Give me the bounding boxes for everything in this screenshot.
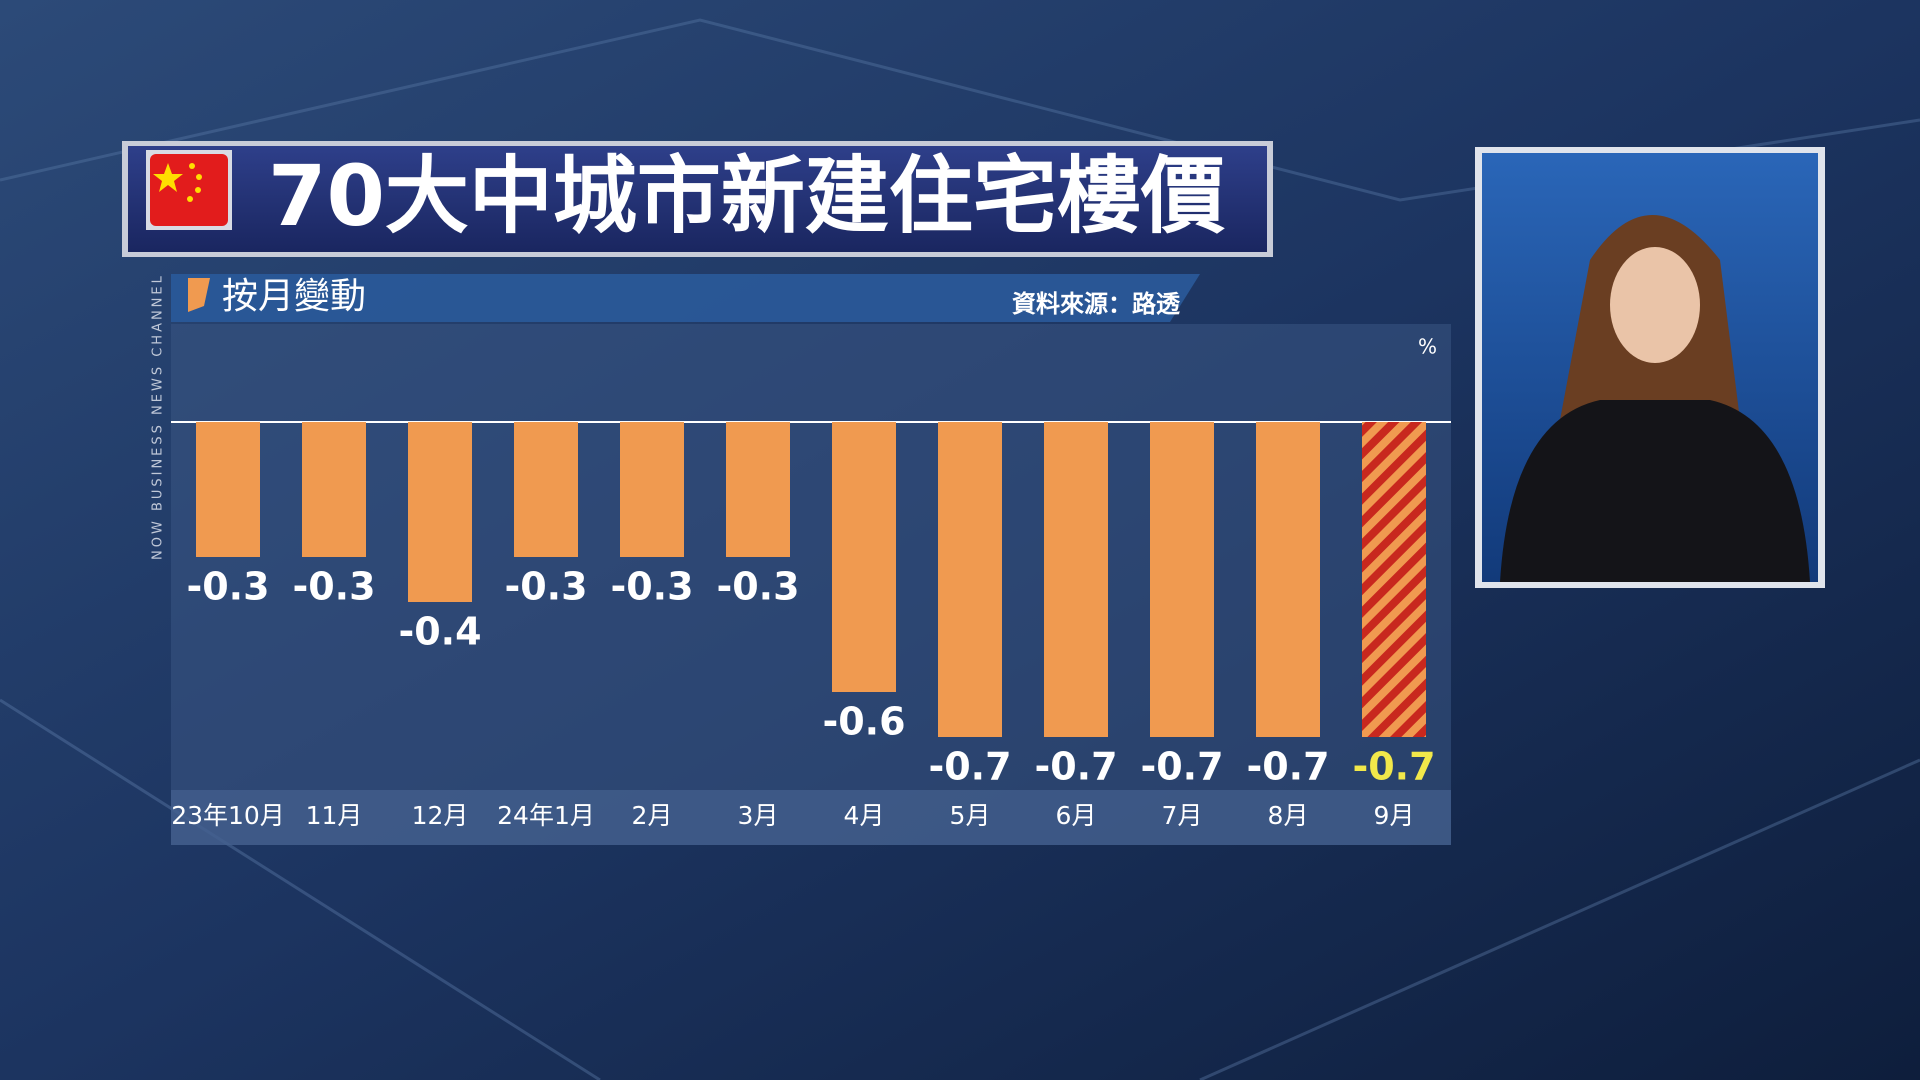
x-tick-label: 7月 [1162, 801, 1203, 830]
source: 資料來源：路透 [1012, 290, 1181, 318]
x-tick-label: 8月 [1268, 801, 1309, 830]
bar [408, 422, 472, 602]
x-tick-label: 24年1月 [497, 801, 595, 830]
bar [1256, 422, 1320, 737]
x-tick-label: 11月 [306, 801, 363, 830]
bar [302, 422, 366, 557]
flag-star [187, 196, 193, 202]
x-tick-label: 9月 [1374, 801, 1415, 830]
bar [1362, 422, 1426, 737]
subtitle-marker [188, 278, 210, 312]
bar [1150, 422, 1214, 737]
bar [620, 422, 684, 557]
value-label: -0.7 [1034, 745, 1117, 789]
value-label: -0.3 [716, 565, 799, 609]
flag-star [153, 163, 183, 192]
x-tick-label: 6月 [1056, 801, 1097, 830]
subtitle: 按月變動 [222, 276, 366, 317]
value-label: -0.4 [398, 610, 481, 654]
value-label: -0.3 [292, 565, 375, 609]
title-banner [128, 146, 1267, 252]
chart-panel [171, 324, 1451, 845]
value-label: -0.3 [186, 565, 269, 609]
value-label: -0.6 [822, 700, 905, 744]
bar [832, 422, 896, 692]
unit: % [1418, 335, 1437, 359]
bg-line [0, 698, 1920, 1082]
bar [196, 422, 260, 557]
bar [1044, 422, 1108, 737]
x-tick-label: 5月 [950, 801, 991, 830]
value-label: -0.3 [610, 565, 693, 609]
flag-star [196, 174, 202, 180]
x-tick-label: 2月 [632, 801, 673, 830]
plot: 23年10月 -0.3 11月 -0.3 12月 -0.4 24年1月 -0.3 2月 -0.3 3… [171, 421, 1451, 830]
value-label: -0.7 [1140, 745, 1223, 789]
bar [938, 422, 1002, 737]
category-strip [171, 790, 1451, 845]
x-tick-label: 3月 [738, 801, 779, 830]
bar [726, 422, 790, 557]
chart-title: 70大中城市新建住宅樓價 [268, 147, 1225, 245]
flag-star [195, 187, 201, 193]
presenter-body [1500, 400, 1810, 582]
value-label: -0.7 [1246, 745, 1329, 789]
presenter-face [1610, 247, 1700, 363]
x-tick-label: 23年10月 [171, 801, 285, 830]
value-label: -0.7 [928, 745, 1011, 789]
x-tick-label: 4月 [844, 801, 885, 830]
flag [150, 154, 228, 226]
value-label: -0.7 [1352, 745, 1435, 789]
value-label: -0.3 [504, 565, 587, 609]
channel-watermark: NOW BUSINESS NEWS CHANNEL [151, 273, 166, 560]
bar [514, 422, 578, 557]
x-tick-label: 12月 [412, 801, 469, 830]
flag-star [189, 163, 195, 169]
subtitle-strip [171, 274, 1200, 322]
